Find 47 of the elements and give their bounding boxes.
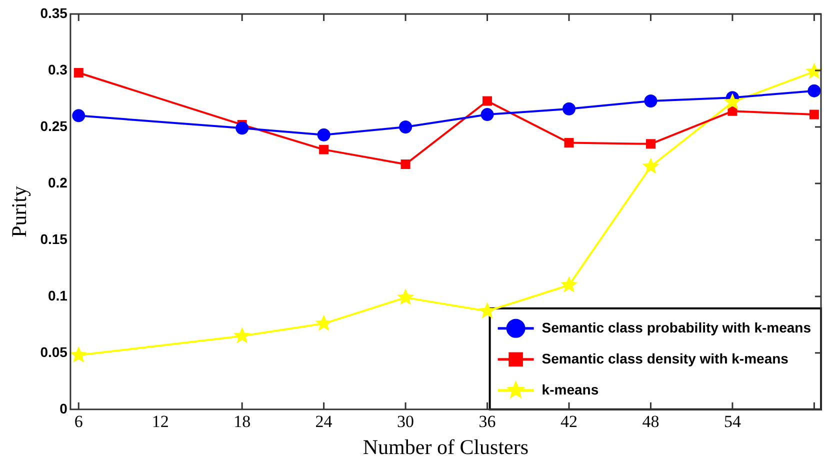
- y-tick-label: 0: [60, 400, 68, 416]
- y-axis-title: Purity: [7, 186, 32, 238]
- x-tick-label: 30: [397, 412, 414, 432]
- point: [396, 288, 414, 305]
- x-tick-label: 42: [560, 412, 578, 432]
- point: [478, 302, 496, 318]
- y-tick-label: 0.2: [48, 174, 68, 190]
- point: [808, 84, 821, 98]
- point: [646, 139, 656, 149]
- point: [70, 346, 88, 362]
- point: [642, 158, 660, 174]
- point: [562, 102, 576, 116]
- legend-label: k-means: [542, 381, 599, 398]
- x-tick-label: 6: [74, 412, 83, 432]
- point: [315, 314, 332, 331]
- point: [806, 62, 823, 79]
- y-tick-label: 0.1: [48, 287, 68, 304]
- x-tick-label: 24: [315, 412, 333, 432]
- point: [317, 128, 330, 142]
- point: [809, 110, 819, 120]
- x-tick-label: 36: [478, 412, 496, 432]
- point: [724, 93, 742, 110]
- point: [560, 276, 578, 292]
- y-tick-label: 0.15: [40, 230, 68, 247]
- legend-label: Semantic class probability with k-means: [542, 319, 812, 336]
- point: [319, 144, 329, 154]
- y-tick-label: 0.05: [40, 344, 68, 360]
- point: [74, 68, 84, 78]
- point: [399, 120, 412, 134]
- point: [644, 94, 658, 108]
- point: [728, 106, 738, 116]
- point: [72, 109, 86, 122]
- x-axis-title: Number of Clusters: [362, 434, 529, 459]
- point: [480, 108, 494, 122]
- point: [564, 138, 574, 148]
- x-tick-label: 12: [152, 412, 169, 432]
- x-tick-label: 18: [234, 412, 251, 432]
- x-tick-label: 54: [724, 412, 742, 432]
- point: [234, 326, 251, 344]
- x-tick-label: 48: [642, 412, 660, 432]
- y-tick-label: 0.3: [48, 61, 68, 78]
- point: [400, 160, 410, 169]
- legend-label: Semantic class density with k-means: [542, 350, 789, 366]
- y-tick-label: 0.25: [40, 118, 68, 134]
- y-tick-label: 0.35: [40, 4, 68, 21]
- point: [482, 96, 492, 106]
- point: [236, 122, 249, 135]
